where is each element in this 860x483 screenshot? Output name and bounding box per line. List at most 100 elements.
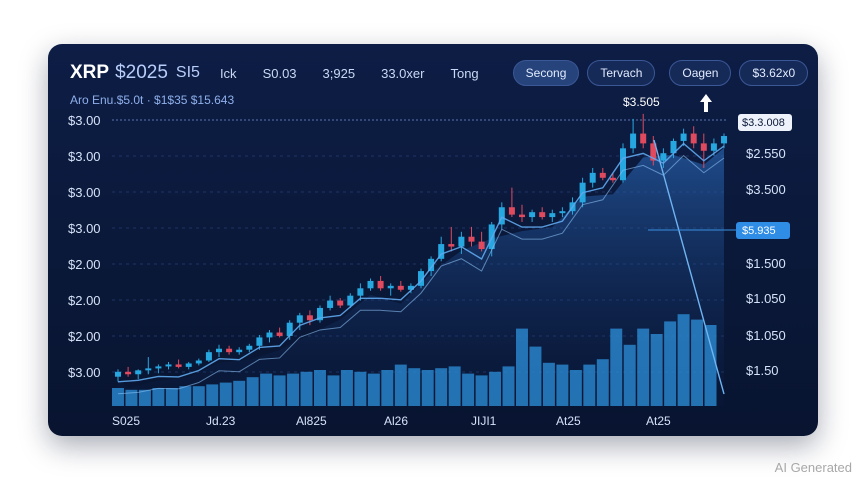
candle-body-18 [296, 315, 303, 323]
candle-body-9 [205, 352, 212, 361]
volume-bar-6 [192, 386, 205, 406]
candle-body-52 [640, 133, 647, 144]
candle-body-39 [508, 207, 515, 215]
volume-bar-44 [704, 325, 717, 406]
right-tick-2: $1.500 [746, 256, 786, 271]
x-label-4: JIJI1 [471, 414, 497, 428]
candle-body-7 [185, 363, 192, 367]
volume-bar-29 [502, 366, 515, 406]
volume-bar-5 [179, 386, 192, 406]
x-label-1: Jd.23 [206, 414, 236, 428]
stat-3: 33.0xer [381, 65, 425, 81]
volume-bar-8 [219, 382, 232, 406]
volume-bar-13 [287, 373, 300, 406]
volume-bar-22 [408, 368, 421, 406]
candle-body-20 [317, 307, 323, 321]
volume-bar-17 [340, 370, 353, 406]
volume-bar-19 [367, 373, 380, 406]
ma-line-1 [117, 142, 725, 383]
volume-bar-41 [664, 321, 677, 406]
volume-bar-4 [165, 388, 178, 406]
candle-body-1 [125, 371, 132, 375]
candle-body-0 [115, 371, 121, 377]
candle-body-42 [539, 212, 546, 218]
btn-3[interactable]: $3.62x0 [739, 60, 809, 86]
volume-bar-25 [448, 366, 461, 406]
candle-body-6 [175, 364, 182, 367]
candle-body-3 [145, 368, 152, 371]
candle-body-36 [478, 241, 485, 249]
candle-body-23 [347, 295, 354, 306]
candlestick-chart: $3.00 $3.00 $3.00 $3.00 $2.00 $2.00 $2.00 $3.00… [68, 94, 792, 428]
candle-body-15 [266, 332, 273, 338]
candle-body-5 [165, 364, 172, 367]
x-label-0: S025 [112, 414, 140, 428]
candle-body-48 [599, 172, 606, 178]
candle-body-8 [195, 360, 202, 364]
ticker-symbol: XRP [70, 62, 110, 83]
left-tick-7: $3.00 [68, 365, 101, 380]
candle-body-53 [650, 143, 657, 161]
candle-body-2 [135, 370, 142, 375]
btn-1[interactable]: Tervach [587, 60, 656, 86]
right-mid-price: $5.935 [742, 225, 776, 237]
candle-body-10 [216, 348, 222, 353]
left-tick-1: $3.00 [68, 149, 101, 164]
candle-body-49 [609, 177, 616, 181]
left-tick-3: $3.00 [68, 221, 101, 236]
candle-body-47 [589, 172, 596, 183]
chart-glyph: SI5 [175, 64, 200, 81]
btn-2[interactable]: Oagen [669, 60, 732, 86]
right-tick-3: $1.050 [746, 291, 786, 306]
candle-body-33 [448, 244, 455, 247]
candle-body-4 [155, 366, 162, 369]
volume-bar-31 [529, 346, 542, 406]
x-label-2: Al825 [296, 414, 327, 428]
candle-body-38 [498, 207, 505, 225]
candle-body-16 [276, 332, 283, 336]
header-bar: XRP $2025 SI5 Ick S0.03 3;925 33.0xer To… [70, 58, 809, 88]
right-tick-5: $1.50 [746, 363, 779, 378]
candle-body-34 [458, 236, 465, 247]
right-top-price: $3.3.008 [742, 117, 785, 129]
volume-bar-36 [596, 359, 609, 406]
volume-bar-11 [260, 373, 273, 406]
right-mid-tag [736, 222, 790, 239]
volume-bar-0 [112, 388, 124, 406]
candle-body-12 [236, 349, 243, 353]
volume-bar-37 [610, 328, 623, 406]
candle-body-51 [630, 133, 637, 149]
candle-body-56 [680, 133, 687, 141]
btn-0[interactable]: Secong [512, 60, 580, 86]
volume-bar-43 [691, 319, 704, 406]
right-top-tag [738, 114, 792, 131]
right-tick-1: $3.500 [746, 182, 786, 197]
candle-body-43 [549, 213, 556, 218]
volume-bar-21 [394, 364, 407, 406]
candle-body-26 [377, 280, 384, 289]
x-label-3: Al26 [384, 414, 408, 428]
volume-bar-28 [489, 371, 502, 406]
stat-2: 3;925 [322, 65, 356, 81]
chart-card: XRP $2025 SI5 Ick S0.03 3;925 33.0xer To… [48, 44, 818, 436]
subline: Aro Enu.$5.0t · $1$35 $15.643 [70, 93, 235, 107]
candle-body-59 [710, 143, 717, 151]
volume-bar-30 [516, 328, 528, 406]
left-tick-2: $3.00 [68, 185, 101, 200]
volume-bar-40 [650, 334, 663, 406]
volume-bar-14 [300, 371, 313, 406]
volume-bar-9 [233, 380, 246, 406]
candle-body-35 [468, 236, 475, 242]
candle-body-54 [660, 153, 667, 161]
candle-body-41 [529, 212, 536, 218]
candle-body-13 [246, 345, 253, 350]
left-tick-5: $2.00 [68, 293, 101, 308]
candle-body-40 [519, 214, 525, 218]
volume-bar-3 [152, 388, 165, 406]
volume-bar-24 [435, 368, 448, 406]
candle-body-29 [407, 285, 414, 290]
volume-bar-42 [677, 314, 690, 406]
volume-bar-18 [354, 371, 367, 406]
candle-body-28 [397, 285, 404, 290]
candle-body-25 [367, 280, 374, 289]
